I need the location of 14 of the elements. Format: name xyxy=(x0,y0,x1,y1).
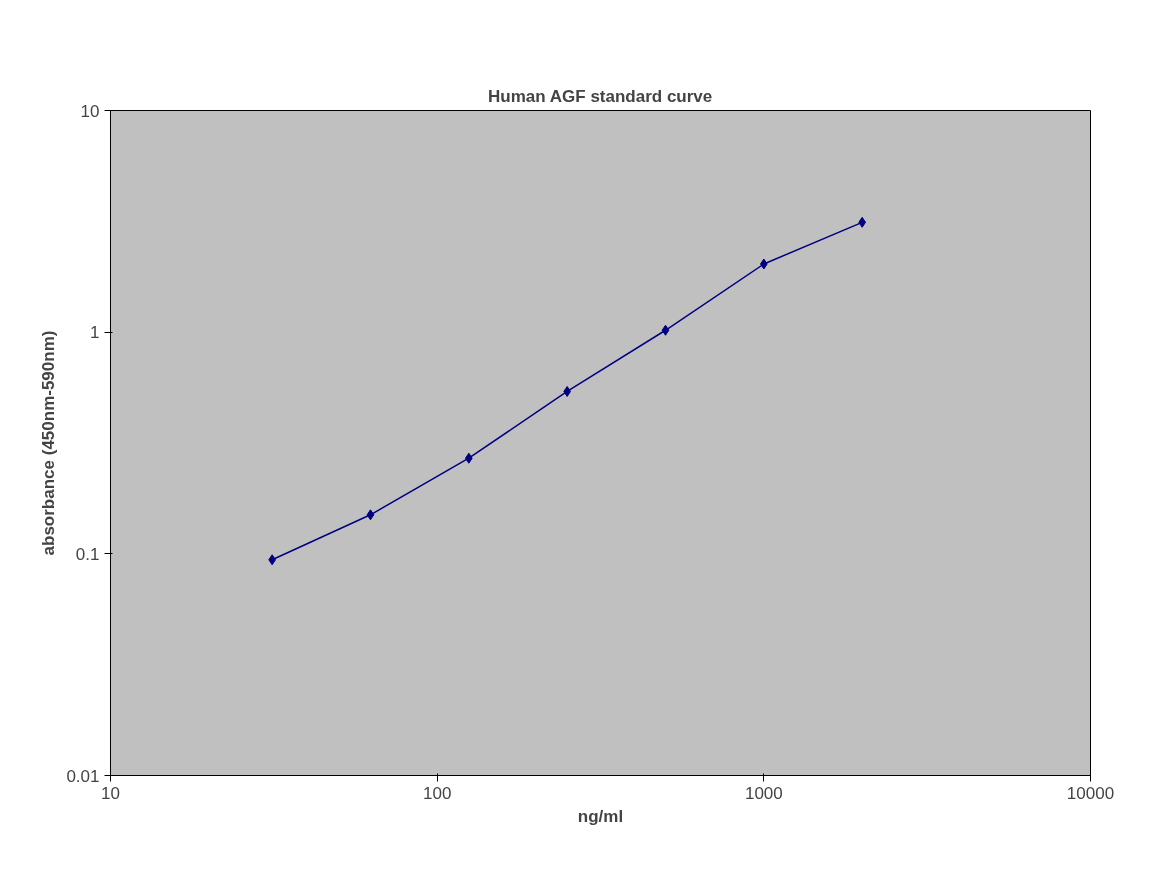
x-tick-label: 1000 xyxy=(744,783,783,803)
y-tick-label: 0.1 xyxy=(75,544,100,564)
x-tick-label: 10000 xyxy=(1066,783,1115,803)
chart-title: Human AGF standard curve xyxy=(488,86,713,106)
point xyxy=(464,452,473,464)
y-tick-label: 1 xyxy=(90,323,100,343)
y-tick-label: 0.01 xyxy=(66,766,100,786)
point xyxy=(661,324,670,336)
y-tick-label: 10 xyxy=(80,101,100,121)
point xyxy=(366,509,375,521)
x-tick-label: 10 xyxy=(101,783,120,803)
y-axis-title: absorbance (450nm-590nm) xyxy=(39,330,59,556)
x-tick-label: 100 xyxy=(422,783,452,803)
x-axis-title: ng/ml xyxy=(577,806,624,826)
